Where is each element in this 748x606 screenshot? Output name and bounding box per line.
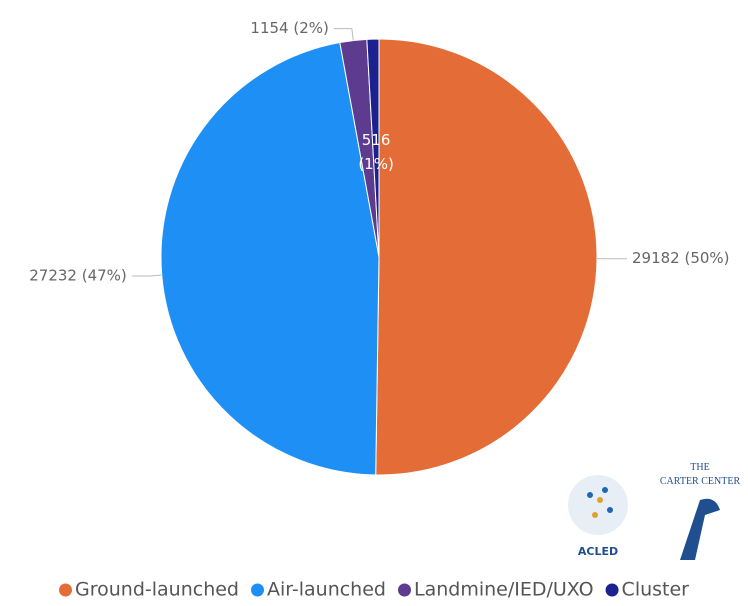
legend-swatch: [397, 583, 411, 597]
logo-text: CARTER CENTER: [660, 476, 741, 487]
logo-globe: [568, 475, 628, 535]
legend-swatch: [251, 583, 265, 597]
legend-label: Ground-launched: [75, 579, 239, 601]
legend-swatch: [605, 583, 619, 597]
logo-text: THE: [690, 462, 709, 473]
legend-label: Landmine/IED/UXO: [414, 579, 594, 601]
leader-line: [131, 274, 162, 277]
pie-slice: [160, 41, 380, 476]
data-label: 1154 (2%): [250, 19, 328, 37]
data-label: 29182 (50%): [632, 249, 730, 267]
carter-logo: THE CARTER CENTER: [660, 462, 741, 560]
inner-label: 516 (1%): [358, 131, 394, 174]
data-label: 27232 (47%): [29, 267, 127, 285]
logo-dot: [597, 497, 603, 503]
logo-dot: [607, 507, 613, 513]
logo-dot: [587, 492, 593, 498]
legend-label: Air-launched: [267, 579, 386, 601]
logo-dot: [602, 487, 608, 493]
legend-swatch: [59, 583, 73, 597]
acled-logo: ACLED: [568, 475, 628, 558]
leader-line: [333, 28, 354, 41]
pie-slice: [366, 38, 380, 258]
logo-eagle: [680, 498, 720, 560]
legend-label: Cluster: [622, 579, 690, 601]
logo-dot: [592, 512, 598, 518]
pie-slice: [375, 38, 598, 476]
logo-text: ACLED: [578, 545, 618, 558]
